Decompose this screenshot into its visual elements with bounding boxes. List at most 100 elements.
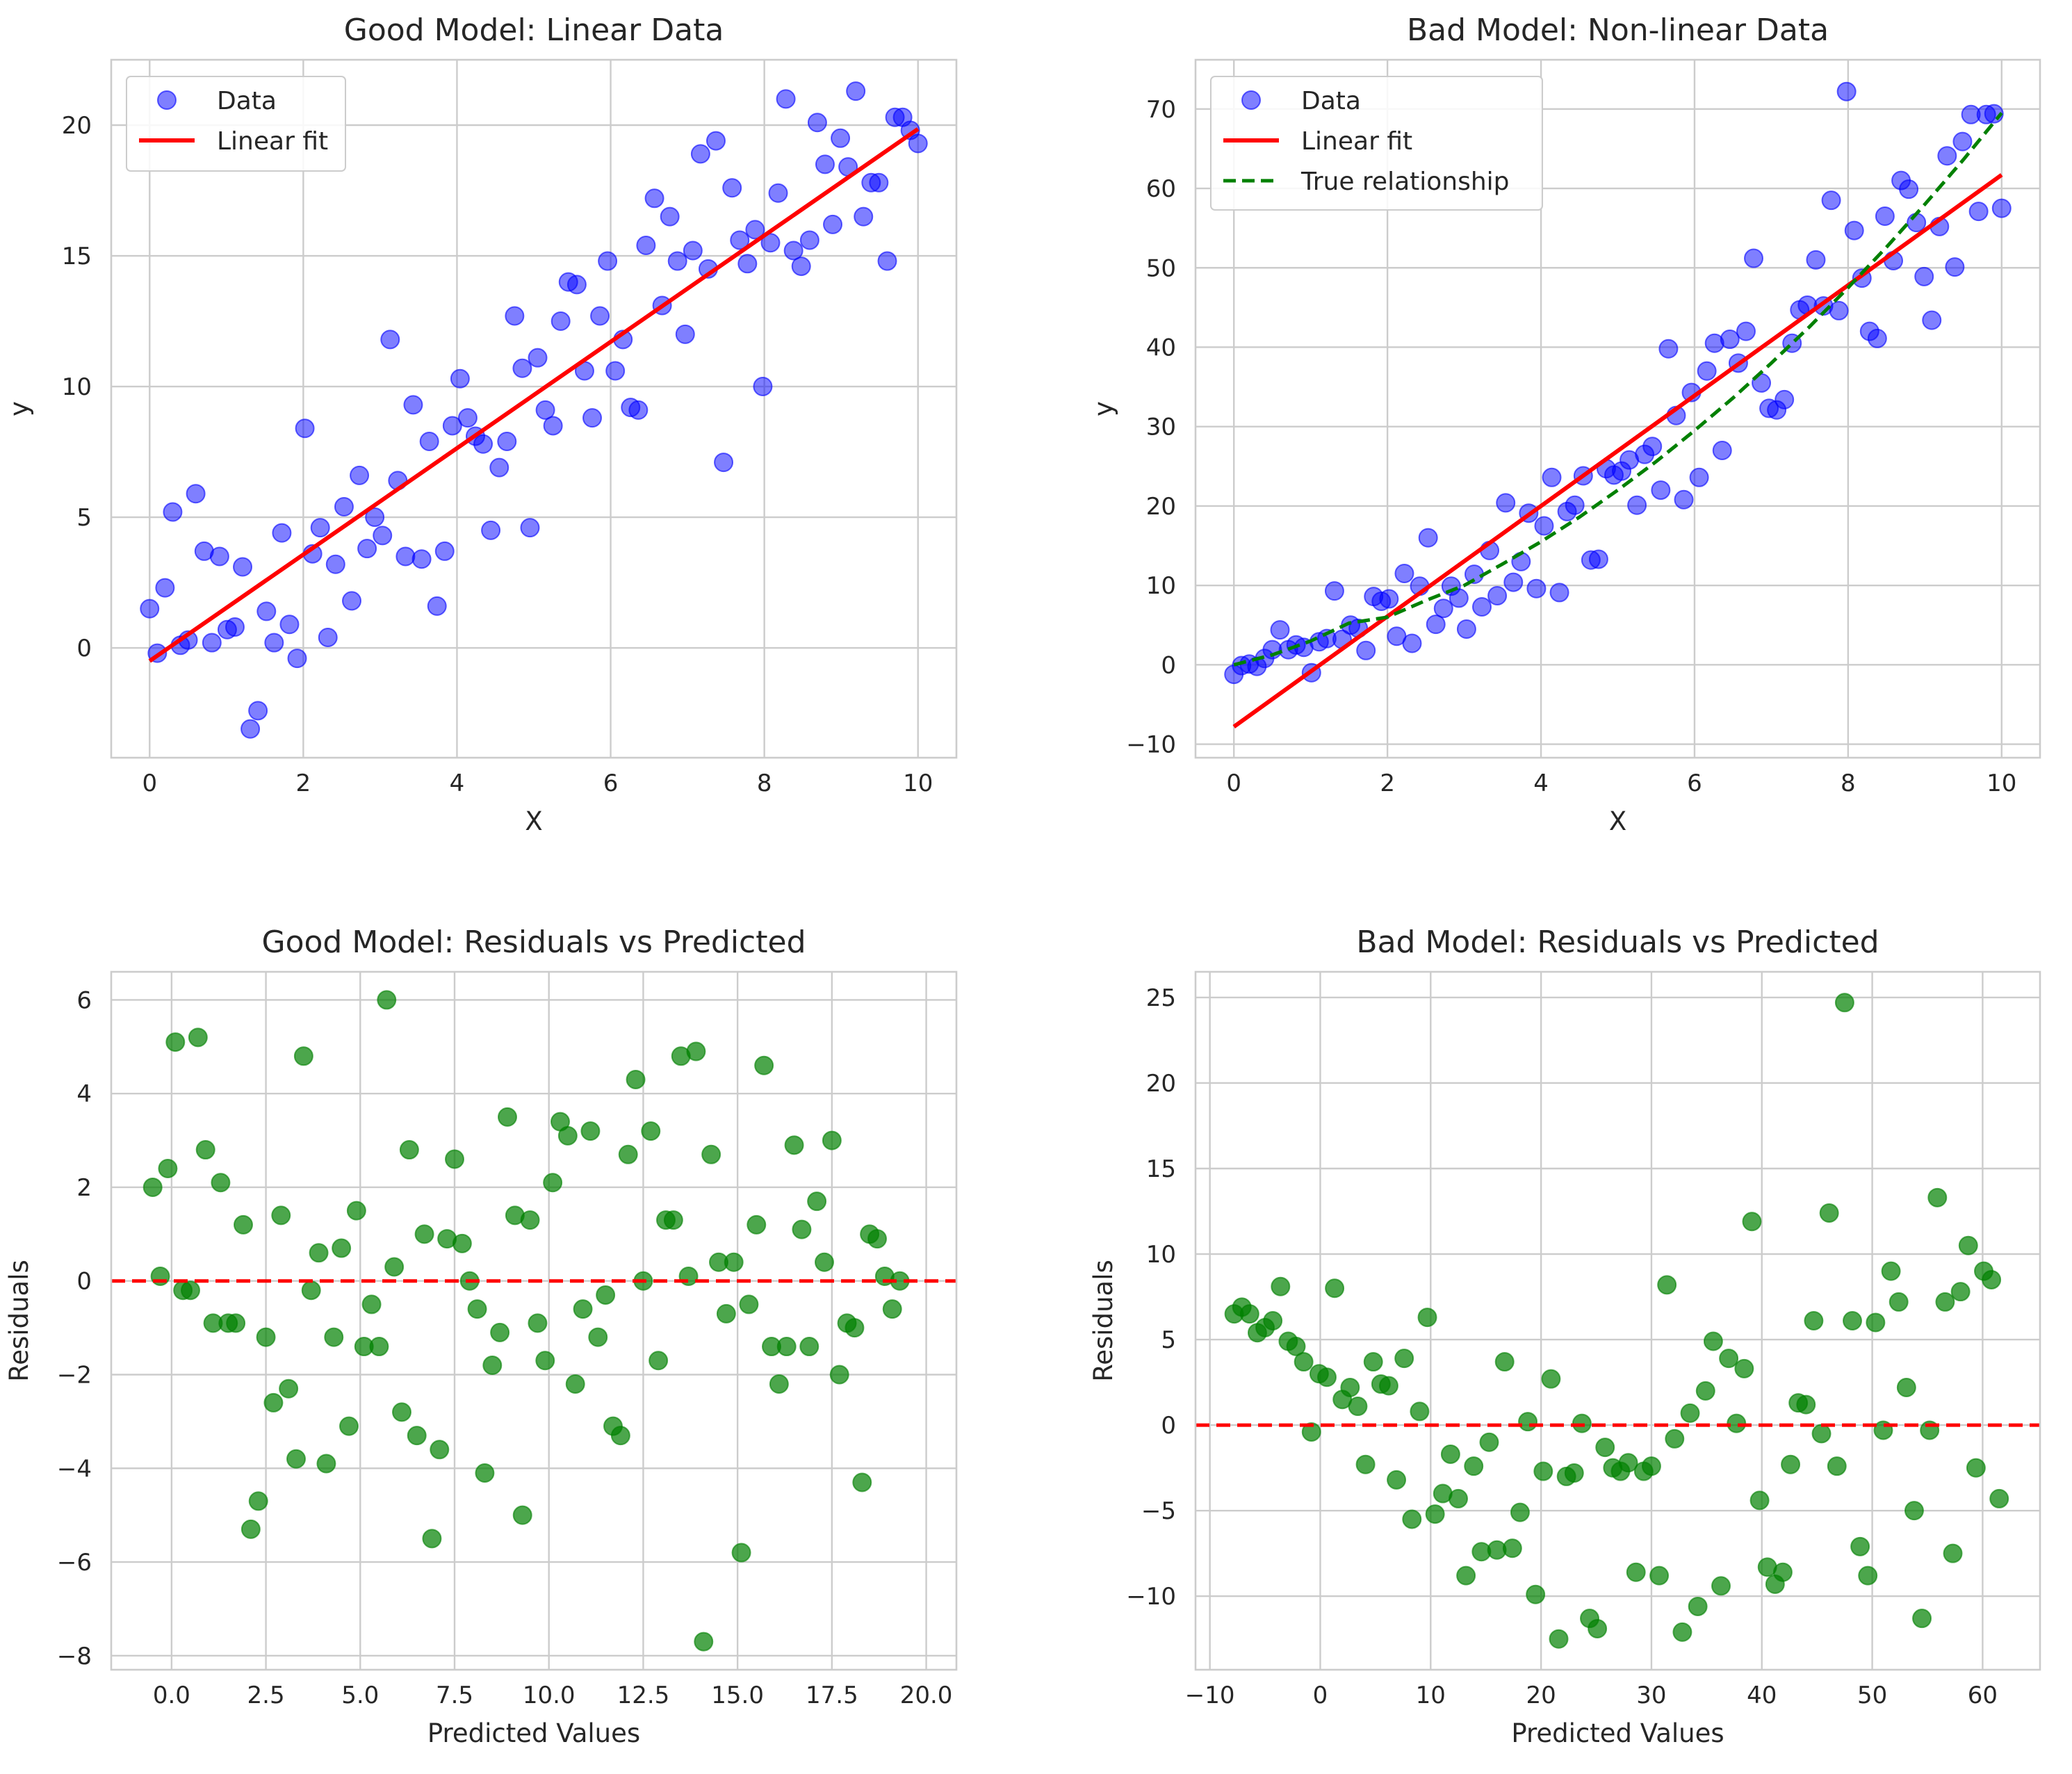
point-residuals (731, 1543, 751, 1563)
point-data (636, 235, 656, 255)
point-data (202, 633, 222, 653)
point-residuals (392, 1402, 411, 1422)
point-residuals (1363, 1352, 1383, 1372)
point-residuals (158, 1159, 178, 1179)
y-tick-label: 60 (1146, 175, 1176, 203)
x-tick-label: 2 (296, 770, 311, 797)
point-residuals (1943, 1543, 1963, 1563)
point-data (186, 484, 206, 504)
point-residuals (799, 1337, 819, 1357)
point-residuals (1626, 1562, 1646, 1582)
point-residuals (1834, 993, 1854, 1013)
point-residuals (482, 1356, 503, 1376)
point-residuals (165, 1032, 186, 1052)
y-tick-label: −5 (1141, 1497, 1176, 1525)
y-tick-label: 50 (1146, 254, 1176, 282)
point-data (1922, 310, 1942, 330)
y-tick-label: 10 (1146, 572, 1176, 600)
x-axis-label: Predicted Values (427, 1718, 640, 1748)
y-tick-label: 25 (1146, 984, 1176, 1012)
point-residuals (754, 1055, 774, 1075)
point-data (582, 408, 603, 428)
y-tick-label: 20 (1146, 493, 1176, 521)
point-data (350, 465, 370, 485)
point-data (908, 133, 928, 154)
point-residuals (1904, 1501, 1924, 1521)
point-residuals (498, 1107, 517, 1127)
x-tick-label: 30 (1636, 1682, 1666, 1709)
point-data (512, 358, 532, 378)
point-data (1418, 528, 1438, 548)
point-data (489, 457, 509, 478)
point-data (457, 408, 478, 428)
legend-label-true-relationship: True relationship (1300, 168, 1510, 196)
point-data (760, 233, 781, 253)
point-residuals (1510, 1502, 1530, 1522)
point-data (644, 188, 664, 209)
point-residuals (724, 1252, 744, 1272)
plot-frame (1194, 970, 2041, 1671)
y-tick-label: 4 (76, 1080, 92, 1108)
point-residuals (618, 1144, 638, 1164)
point-residuals (475, 1463, 495, 1483)
point-residuals (663, 1210, 683, 1230)
point-data (225, 617, 245, 637)
point-data (854, 206, 874, 227)
point-residuals (1958, 1235, 1978, 1255)
point-residuals (792, 1219, 812, 1239)
point-residuals (309, 1243, 329, 1263)
point-residuals (1734, 1358, 1754, 1378)
y-axis-label: y (1088, 401, 1118, 416)
point-data (1867, 328, 1887, 348)
point-data (753, 377, 773, 397)
point-residuals (845, 1318, 865, 1338)
point-data (846, 81, 866, 101)
point-data (1324, 581, 1344, 601)
point-data (737, 254, 758, 274)
point-residuals (361, 1294, 382, 1315)
point-data (240, 719, 261, 739)
point-residuals (1719, 1349, 1739, 1369)
x-tick-label: −10 (1185, 1682, 1235, 1709)
point-data (675, 324, 695, 344)
x-tick-label: 50 (1857, 1682, 1887, 1709)
point-residuals (701, 1144, 721, 1164)
point-data (1542, 467, 1562, 487)
point-residuals (1325, 1278, 1345, 1299)
legend-marker-data (1241, 90, 1261, 110)
point-residuals (1378, 1376, 1398, 1396)
point-data (419, 432, 439, 452)
y-tick-label: −2 (57, 1361, 92, 1389)
point-data (1844, 220, 1864, 241)
point-residuals (1781, 1454, 1801, 1474)
point-data (528, 348, 548, 368)
point-residuals (1394, 1349, 1414, 1369)
x-tick-label: 20.0 (900, 1682, 953, 1709)
point-residuals (1263, 1311, 1283, 1330)
point-data (450, 368, 470, 389)
legend-marker-data (157, 90, 177, 110)
point-residuals (815, 1252, 834, 1272)
point-data (1658, 339, 1679, 359)
point-data (1642, 437, 1663, 457)
point-residuals (829, 1365, 849, 1385)
legend-label-linear-fit: Linear fit (1301, 127, 1412, 156)
point-residuals (641, 1121, 661, 1141)
legend-label-data: Data (217, 87, 277, 115)
point-residuals (279, 1378, 299, 1399)
x-tick-label: 0.0 (153, 1682, 190, 1709)
point-data (434, 541, 455, 561)
point-residuals (467, 1299, 487, 1319)
point-residuals (316, 1454, 336, 1474)
legend-label-linear-fit: Linear fit (217, 127, 328, 156)
point-residuals (1672, 1622, 1692, 1642)
point-residuals (557, 1125, 578, 1146)
point-residuals (422, 1529, 442, 1549)
point-data (1449, 588, 1469, 608)
point-residuals (384, 1257, 405, 1277)
point-residuals (1742, 1212, 1762, 1232)
point-residuals (1850, 1536, 1870, 1556)
point-residuals (648, 1351, 669, 1371)
point-data (1402, 633, 1422, 653)
